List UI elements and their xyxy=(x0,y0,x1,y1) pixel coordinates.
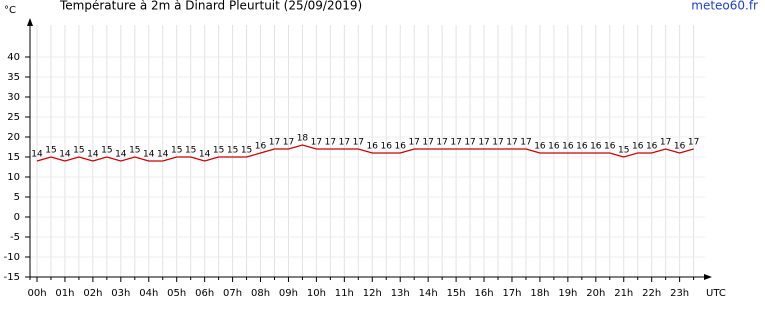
x-tick-label: 15h xyxy=(447,288,466,299)
x-tick-label: 16h xyxy=(475,288,494,299)
y-tick-label: 35 xyxy=(7,72,20,83)
data-label: 14 xyxy=(143,150,155,160)
x-tick-label: 18h xyxy=(530,288,549,299)
data-label: 17 xyxy=(311,138,322,148)
data-label: 16 xyxy=(394,142,406,152)
data-label: 14 xyxy=(31,150,43,160)
x-tick-label: 19h xyxy=(558,288,577,299)
x-tick-label: 20h xyxy=(586,288,605,299)
data-label: 15 xyxy=(101,146,112,156)
temperature-line xyxy=(36,144,694,162)
y-tick-label: 10 xyxy=(7,172,20,183)
data-label: 17 xyxy=(660,138,671,148)
data-label: 17 xyxy=(339,138,350,148)
x-tick-label: 01h xyxy=(55,288,74,299)
x-tick-label: 21h xyxy=(614,288,633,299)
x-tick-label: 08h xyxy=(251,288,270,299)
data-label: 18 xyxy=(297,134,309,144)
data-label: 16 xyxy=(646,142,658,152)
data-label: 16 xyxy=(604,142,616,152)
data-label: 15 xyxy=(185,146,196,156)
x-tick-label: 10h xyxy=(307,288,326,299)
data-label: 17 xyxy=(688,138,699,148)
data-label: 17 xyxy=(450,138,461,148)
data-label: 17 xyxy=(506,138,517,148)
y-tick-label: 5 xyxy=(14,192,20,203)
data-label: 17 xyxy=(283,138,294,148)
x-tick-label: 22h xyxy=(642,288,661,299)
data-label: 14 xyxy=(87,150,99,160)
x-tick-label: 09h xyxy=(279,288,298,299)
data-label: 17 xyxy=(478,138,489,148)
y-tick-label: -10 xyxy=(4,252,20,263)
y-axis-arrow xyxy=(27,18,33,26)
data-label: 14 xyxy=(59,150,71,160)
data-label: 15 xyxy=(227,146,238,156)
data-label: 16 xyxy=(590,142,602,152)
x-tick-label: 00h xyxy=(27,288,46,299)
data-label: 16 xyxy=(576,142,588,152)
data-label: 17 xyxy=(408,138,419,148)
y-tick-label: -5 xyxy=(10,232,20,243)
data-label: 17 xyxy=(492,138,503,148)
y-axis-label: °C xyxy=(4,5,16,16)
x-tick-label: 05h xyxy=(167,288,186,299)
y-tick-label: 40 xyxy=(7,52,20,63)
y-tick-label: 15 xyxy=(7,152,20,163)
data-label: 16 xyxy=(534,142,546,152)
y-tick-label: 20 xyxy=(7,132,20,143)
y-tick-label: 25 xyxy=(7,112,20,123)
x-tick-label: 04h xyxy=(139,288,158,299)
data-label: 16 xyxy=(632,142,644,152)
x-tick-label: 13h xyxy=(391,288,410,299)
data-label: 14 xyxy=(115,150,127,160)
data-label: 17 xyxy=(520,138,531,148)
data-label: 17 xyxy=(422,138,433,148)
data-label: 16 xyxy=(562,142,574,152)
x-tick-label: 17h xyxy=(502,288,521,299)
chart-title: Température à 2m à Dinard Pleurtuit (25/… xyxy=(59,0,362,13)
data-label: 17 xyxy=(269,138,280,148)
data-label: 16 xyxy=(367,142,379,152)
data-label: 16 xyxy=(381,142,393,152)
data-label: 14 xyxy=(199,150,211,160)
data-label: 16 xyxy=(674,142,686,152)
x-axis-label: UTC xyxy=(706,288,726,299)
x-tick-label: 07h xyxy=(223,288,242,299)
data-label: 15 xyxy=(45,146,56,156)
y-tick-label: 0 xyxy=(14,212,20,223)
data-label: 17 xyxy=(353,138,364,148)
data-label: 15 xyxy=(618,146,629,156)
data-label: 15 xyxy=(171,146,182,156)
data-label: 17 xyxy=(325,138,336,148)
data-label: 15 xyxy=(241,146,252,156)
data-label: 15 xyxy=(129,146,140,156)
x-axis-arrow xyxy=(704,274,712,280)
x-tick-label: 11h xyxy=(335,288,354,299)
y-tick-label: 30 xyxy=(7,92,20,103)
x-tick-label: 12h xyxy=(363,288,382,299)
data-label: 16 xyxy=(548,142,560,152)
x-tick-label: 02h xyxy=(83,288,102,299)
data-label: 16 xyxy=(255,142,267,152)
data-label: 14 xyxy=(157,150,169,160)
x-tick-label: 06h xyxy=(195,288,214,299)
source-link[interactable]: meteo60.fr xyxy=(691,0,758,13)
x-tick-label: 14h xyxy=(419,288,438,299)
y-tick-label: -15 xyxy=(4,272,20,283)
data-label: 17 xyxy=(436,138,447,148)
data-label: 17 xyxy=(464,138,475,148)
x-tick-label: 23h xyxy=(670,288,689,299)
data-label: 15 xyxy=(73,146,84,156)
x-tick-label: 03h xyxy=(111,288,130,299)
data-label: 15 xyxy=(213,146,224,156)
